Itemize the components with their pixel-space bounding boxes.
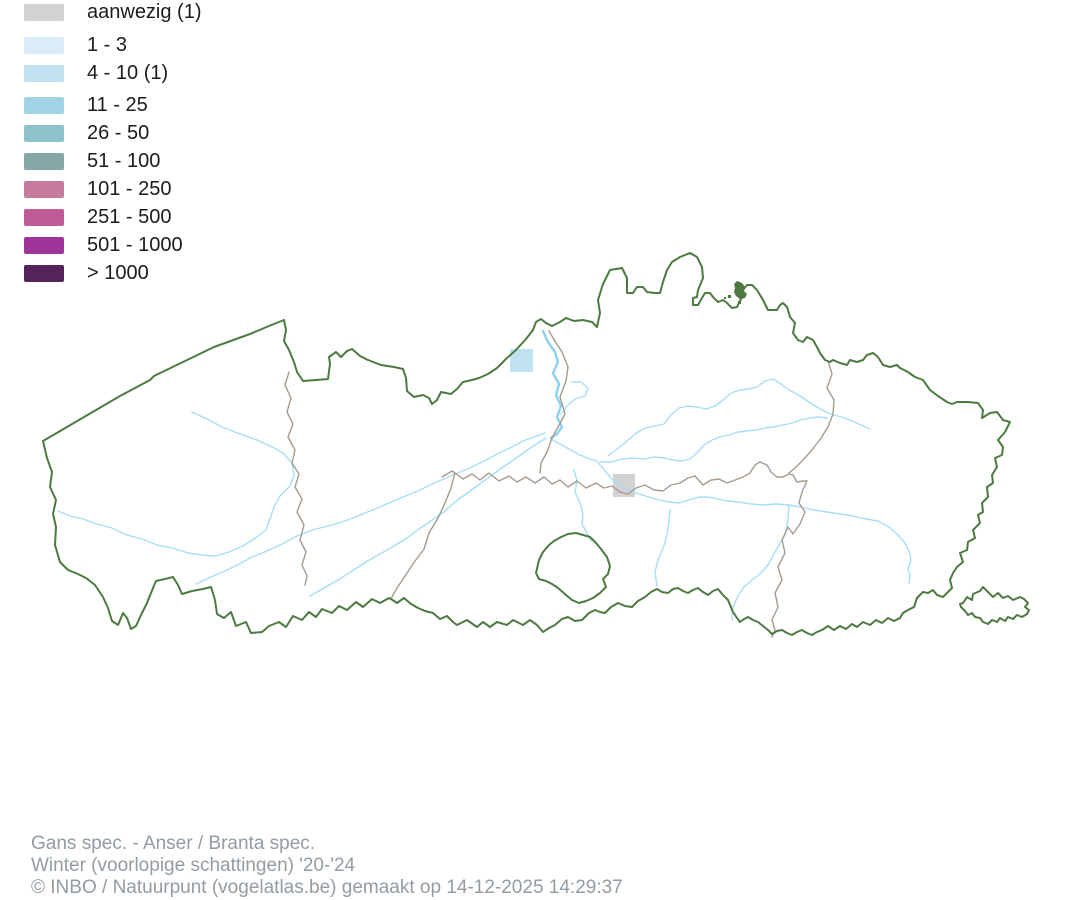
legend-item: > 1000	[24, 262, 149, 284]
legend-item: 4 - 10 (1)	[24, 62, 169, 84]
legend-swatch	[24, 125, 64, 142]
legend-item: 11 - 25	[24, 94, 148, 116]
main-canal	[541, 329, 564, 440]
caption: Gans spec. - Anser / Branta spec. Winter…	[31, 833, 623, 899]
legend-label: > 1000	[87, 262, 149, 284]
legend-item: aanwezig (1)	[24, 1, 202, 23]
legend-label: 501 - 1000	[87, 234, 183, 256]
legend-item: 1 - 3	[24, 34, 128, 56]
legend-item: 251 - 500	[24, 206, 172, 228]
legend-label: 11 - 25	[87, 94, 148, 116]
legend-label: 1 - 3	[87, 34, 128, 56]
legend: aanwezig (1) 1 - 3 4 - 10 (1) 11 - 25 26 - 5…	[0, 0, 400, 300]
legend-label: 51 - 100	[87, 150, 161, 172]
legend-label: aanwezig (1)	[87, 1, 202, 23]
legend-swatch	[24, 97, 64, 114]
caption-season: Winter (voorlopige schattingen) '20-'24	[31, 855, 356, 876]
legend-item: 501 - 1000	[24, 234, 183, 256]
legend-swatch	[24, 65, 64, 82]
brussels-enclave-outline	[535, 532, 611, 604]
data-squares	[510, 349, 635, 497]
legend-label: 26 - 50	[87, 122, 150, 144]
caption-species: Gans spec. - Anser / Branta spec.	[31, 833, 316, 854]
caption-copyright: © INBO / Natuurpunt (vogelatlas.be) gema…	[31, 877, 623, 898]
legend-label: 101 - 250	[87, 178, 172, 200]
legend-swatch	[24, 181, 64, 198]
voeren-exclave-outline	[959, 586, 1030, 625]
legend-item: 101 - 250	[24, 178, 172, 200]
legend-item: 26 - 50	[24, 122, 150, 144]
legend-swatch	[24, 4, 64, 21]
legend-swatch	[24, 37, 64, 54]
legend-label: 4 - 10 (1)	[87, 62, 169, 84]
baarle-hertog-enclaves	[724, 281, 747, 304]
legend-swatch	[24, 237, 64, 254]
flanders-outline	[42, 252, 1011, 636]
legend-swatch	[24, 153, 64, 170]
legend-item: 51 - 100	[24, 150, 161, 172]
rivers	[57, 378, 912, 621]
legend-swatch	[24, 209, 64, 226]
legend-label: 251 - 500	[87, 206, 172, 228]
legend-swatch	[24, 265, 64, 282]
province-borders	[284, 330, 835, 638]
data-square-4-10	[510, 349, 533, 372]
